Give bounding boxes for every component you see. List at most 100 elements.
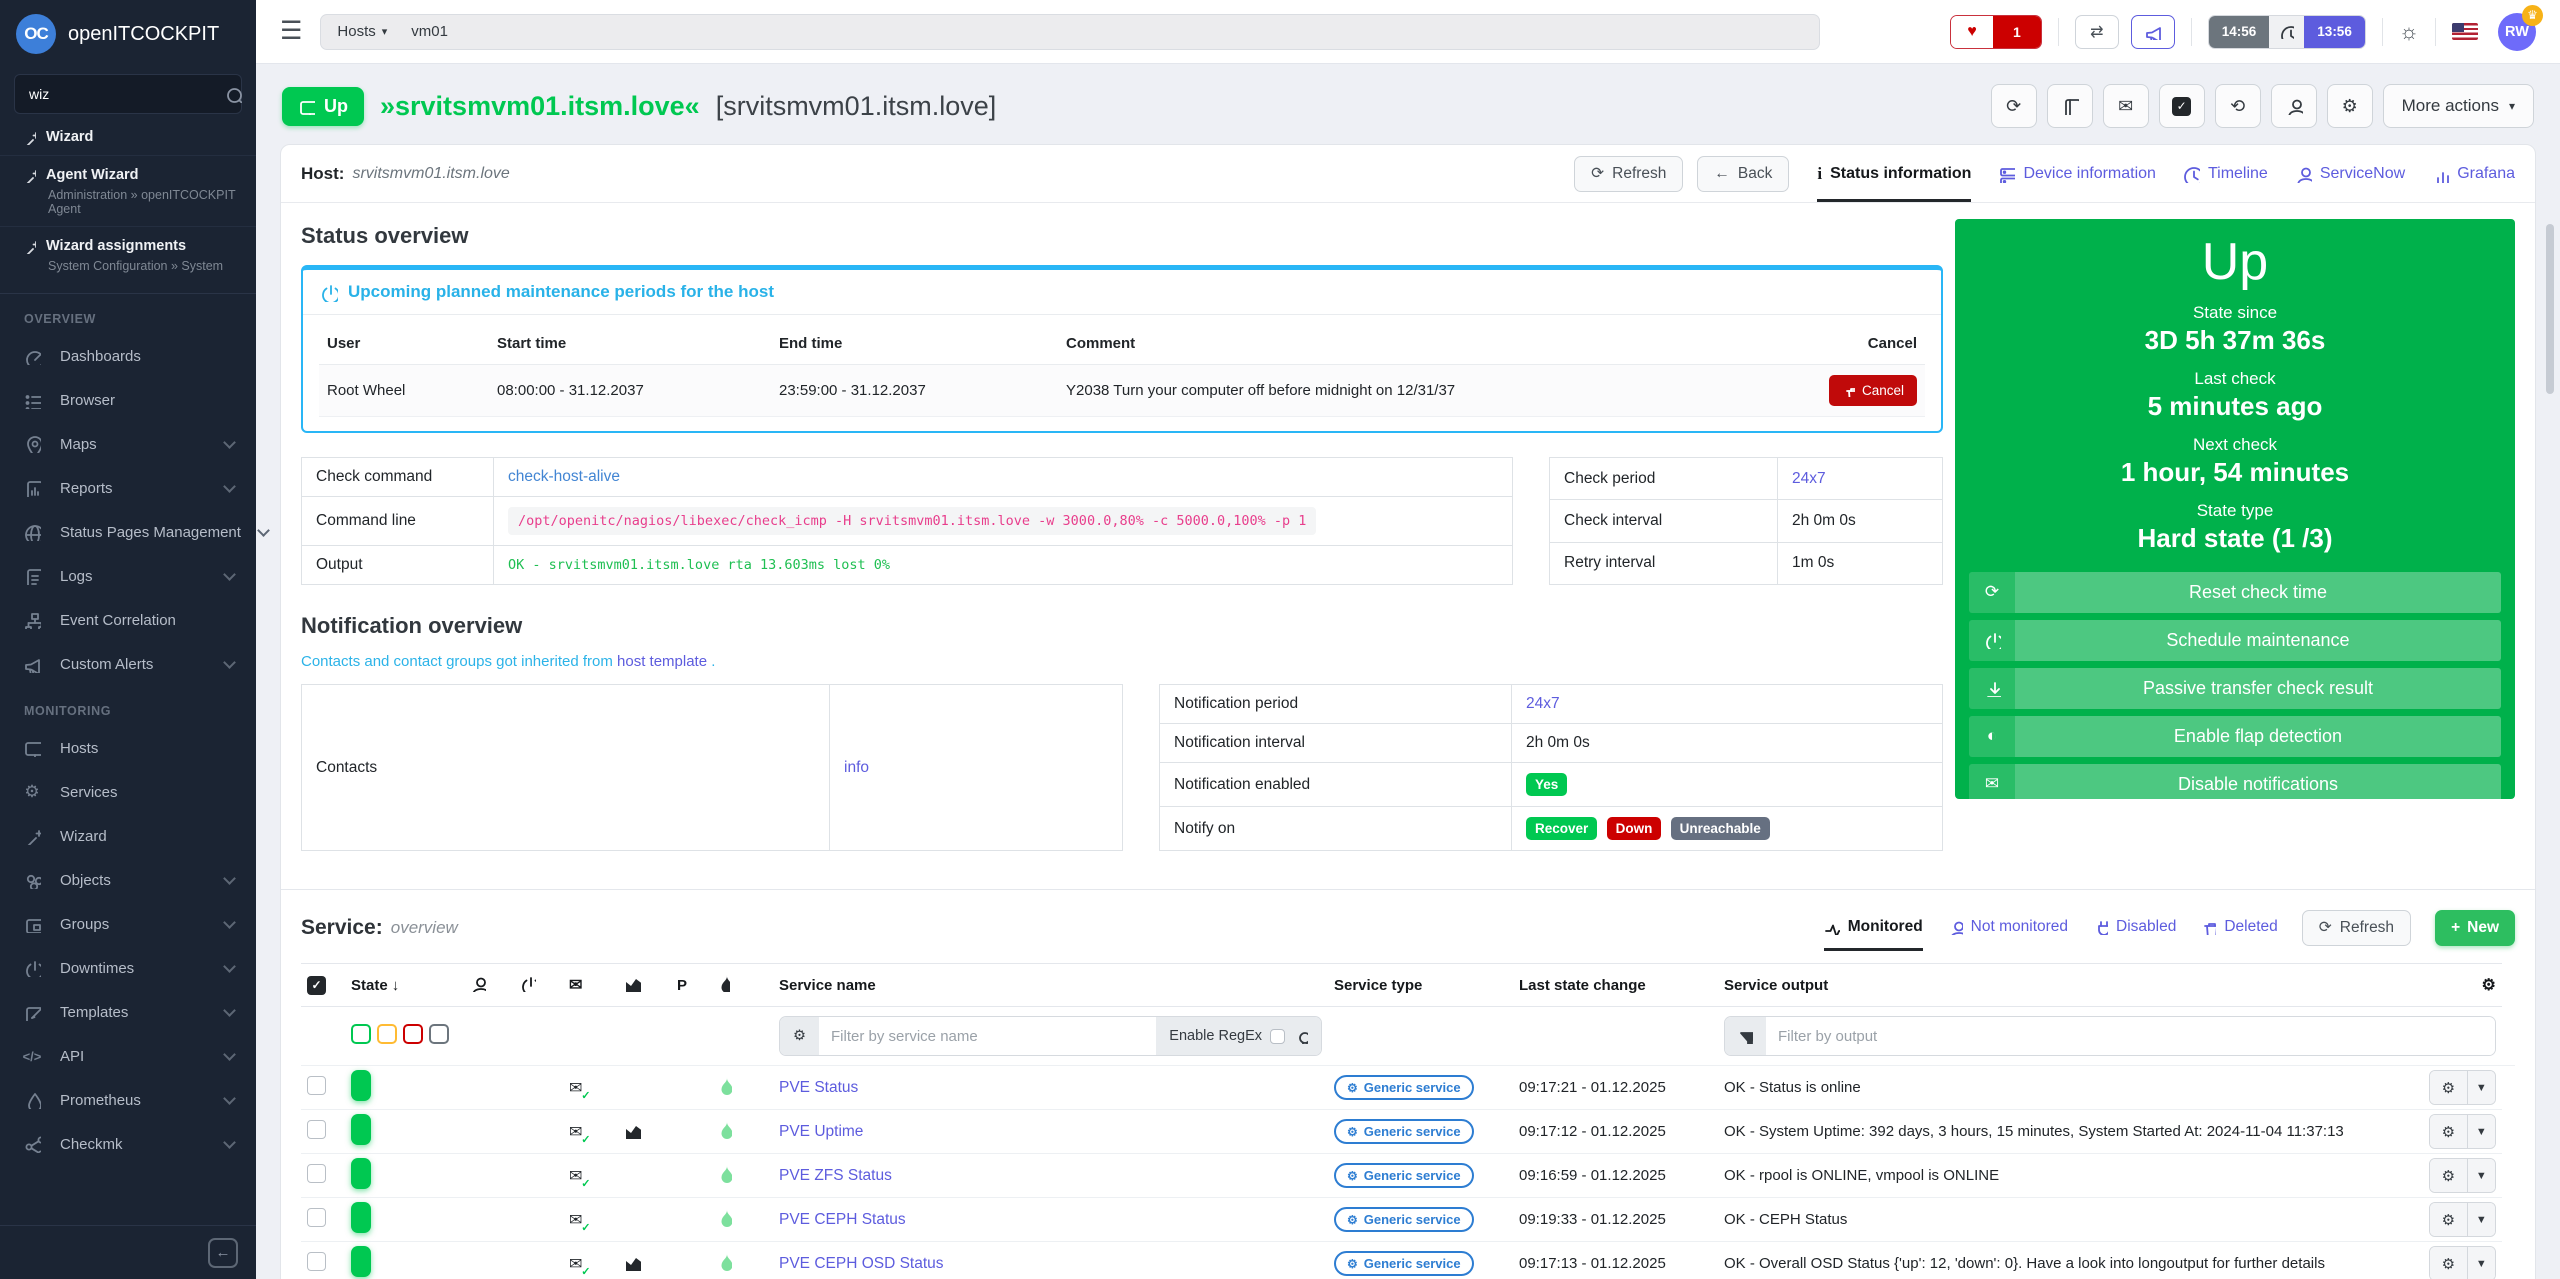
host-template-link[interactable]: host template [617,653,707,670]
collapse-sidebar-icon[interactable]: ← [208,1238,238,1268]
contact-link[interactable]: info [844,759,869,776]
card-refresh-button[interactable]: ⟳Refresh [1574,156,1683,192]
tab-disabled[interactable]: Disabled [2092,904,2176,951]
search-result-agent-wizard[interactable]: Agent Wizard Administration » openITCOCK… [0,155,256,226]
col-state[interactable]: State↓ [345,964,463,1007]
history-button[interactable]: ⟲ [2215,84,2261,128]
col-service-type[interactable]: Service type [1328,964,1513,1007]
notifications-button[interactable]: ✉ [2103,84,2149,128]
service-refresh-button[interactable]: ⟳Refresh [2302,910,2411,946]
vertical-scrollbar[interactable] [2546,224,2554,1271]
service-output-filter-input[interactable] [1766,1017,2495,1055]
global-search-input[interactable] [411,23,1803,40]
settings-button[interactable]: ⚙ [2327,84,2373,128]
check-period-link[interactable]: 24x7 [1792,470,1826,487]
sidebar-search-input[interactable] [15,86,224,102]
passive-transfer-button[interactable]: Passive transfer check result [1969,668,2501,709]
sidebar-item-reports[interactable]: Reports [0,466,256,510]
time-widget[interactable]: 14:56 13:56 [2208,15,2366,49]
filter-state-unknown-checkbox[interactable] [429,1024,449,1044]
announcements-button[interactable] [2131,15,2175,49]
service-settings-button[interactable]: ⚙ [2430,1115,2468,1148]
tab-monitored[interactable]: Monitored [1824,904,1923,951]
col-flapping[interactable] [709,964,773,1007]
service-settings-button[interactable]: ⚙ [2430,1203,2468,1236]
sidebar-item-maps[interactable]: Maps [0,422,256,466]
service-dropdown-button[interactable]: ▼ [2468,1071,2495,1104]
sidebar-item-api[interactable]: </>API [0,1034,256,1078]
service-type-badge[interactable]: ⚙Generic service [1334,1251,1474,1276]
service-dropdown-button[interactable]: ▼ [2468,1115,2495,1148]
acknowledge-button[interactable]: ✓ [2159,84,2205,128]
service-dropdown-button[interactable]: ▼ [2468,1203,2495,1236]
regex-toggle[interactable]: Enable RegEx [1156,1017,1321,1055]
row-select-checkbox[interactable] [307,1076,326,1095]
sidebar-item-checkmk[interactable]: Checkmk [0,1122,256,1166]
check-command-link[interactable]: check-host-alive [508,468,620,485]
service-name-link[interactable]: PVE CEPH OSD Status [779,1255,944,1272]
regex-checkbox[interactable] [1270,1029,1285,1044]
language-flag-us[interactable] [2452,23,2478,40]
graph-available-icon[interactable] [623,1126,641,1143]
row-select-checkbox[interactable] [307,1164,326,1183]
sidebar-item-browser[interactable]: Browser [0,378,256,422]
service-settings-button[interactable]: ⚙ [2430,1247,2468,1279]
service-name-link[interactable]: PVE Status [779,1079,858,1096]
schedule-maintenance-button[interactable]: Schedule maintenance [1969,620,2501,661]
enable-flap-detection-button[interactable]: ◐Enable flap detection [1969,716,2501,757]
col-passive[interactable]: P [671,964,709,1007]
brand[interactable]: OC openITCOCKPIT [0,0,256,66]
service-settings-button[interactable]: ⚙ [2430,1159,2468,1192]
search-result-wizard[interactable]: Wizard [0,118,256,155]
disable-notifications-button[interactable]: ✉Disable notifications [1969,764,2501,805]
service-name-link[interactable]: PVE CEPH Status [779,1211,906,1228]
col-acknowledged[interactable] [463,964,513,1007]
documentation-button[interactable] [2047,84,2093,128]
col-service-name[interactable]: Service name [773,964,1328,1007]
table-settings-gear-icon[interactable]: ⚙ [2410,964,2502,1007]
sidebar-item-hosts[interactable]: Hosts [0,726,256,770]
tab-timeline[interactable]: Timeline [2182,145,2268,202]
col-graph[interactable] [617,964,671,1007]
sidebar-item-dashboards[interactable]: Dashboards [0,334,256,378]
service-name-link[interactable]: PVE Uptime [779,1123,863,1140]
service-type-badge[interactable]: ⚙Generic service [1334,1207,1474,1232]
auto-refresh-button[interactable]: ⇄ [2075,15,2119,49]
tab-status-information[interactable]: iStatus information [1817,145,1971,202]
service-type-badge[interactable]: ⚙Generic service [1334,1075,1474,1100]
new-service-button[interactable]: +New [2435,910,2515,946]
filter-state-critical-checkbox[interactable] [403,1024,423,1044]
send-custom-notification-button[interactable]: Send custom host notification [1969,812,2501,853]
contacts-button[interactable] [2271,84,2317,128]
reset-check-time-button[interactable]: ⟳Reset check time [1969,572,2501,613]
tab-grafana[interactable]: Grafana [2431,145,2515,202]
sidebar-item-downtimes[interactable]: Downtimes [0,946,256,990]
cancel-maintenance-button[interactable]: Cancel [1829,375,1917,406]
scrollbar-thumb[interactable] [2546,224,2554,394]
service-settings-button[interactable]: ⚙ [2430,1071,2468,1104]
hamburger-menu-icon[interactable]: ☰ [280,19,302,44]
card-back-button[interactable]: ←Back [1697,156,1789,192]
sidebar-item-event-correlation[interactable]: Event Correlation [0,598,256,642]
sidebar-item-logs[interactable]: Logs [0,554,256,598]
tab-servicenow[interactable]: ServiceNow [2294,145,2405,202]
tab-device-information[interactable]: Device information [1997,145,2156,202]
tab-deleted[interactable]: Deleted [2200,904,2277,951]
col-downtime[interactable] [513,964,563,1007]
service-dropdown-button[interactable]: ▼ [2468,1159,2495,1192]
theme-toggle-sun-icon[interactable]: ☼ [2399,19,2419,45]
refresh-button[interactable]: ⟳ [1991,84,2037,128]
row-select-checkbox[interactable] [307,1208,326,1227]
sidebar-item-objects[interactable]: Objects [0,858,256,902]
col-service-output[interactable]: Service output [1718,964,2410,1007]
sidebar-item-services[interactable]: ⚙Services [0,770,256,814]
search-context-dropdown[interactable]: Hosts▾ [337,23,387,40]
notification-period-link[interactable]: 24x7 [1526,695,1560,712]
search-icon[interactable] [224,85,242,103]
sidebar-item-wizard[interactable]: Wizard [0,814,256,858]
select-all-checkbox[interactable]: ✓ [307,976,326,995]
sidebar-item-templates[interactable]: Templates [0,990,256,1034]
service-type-badge[interactable]: ⚙Generic service [1334,1119,1474,1144]
sidebar-item-prometheus[interactable]: Prometheus [0,1078,256,1122]
row-select-checkbox[interactable] [307,1252,326,1271]
